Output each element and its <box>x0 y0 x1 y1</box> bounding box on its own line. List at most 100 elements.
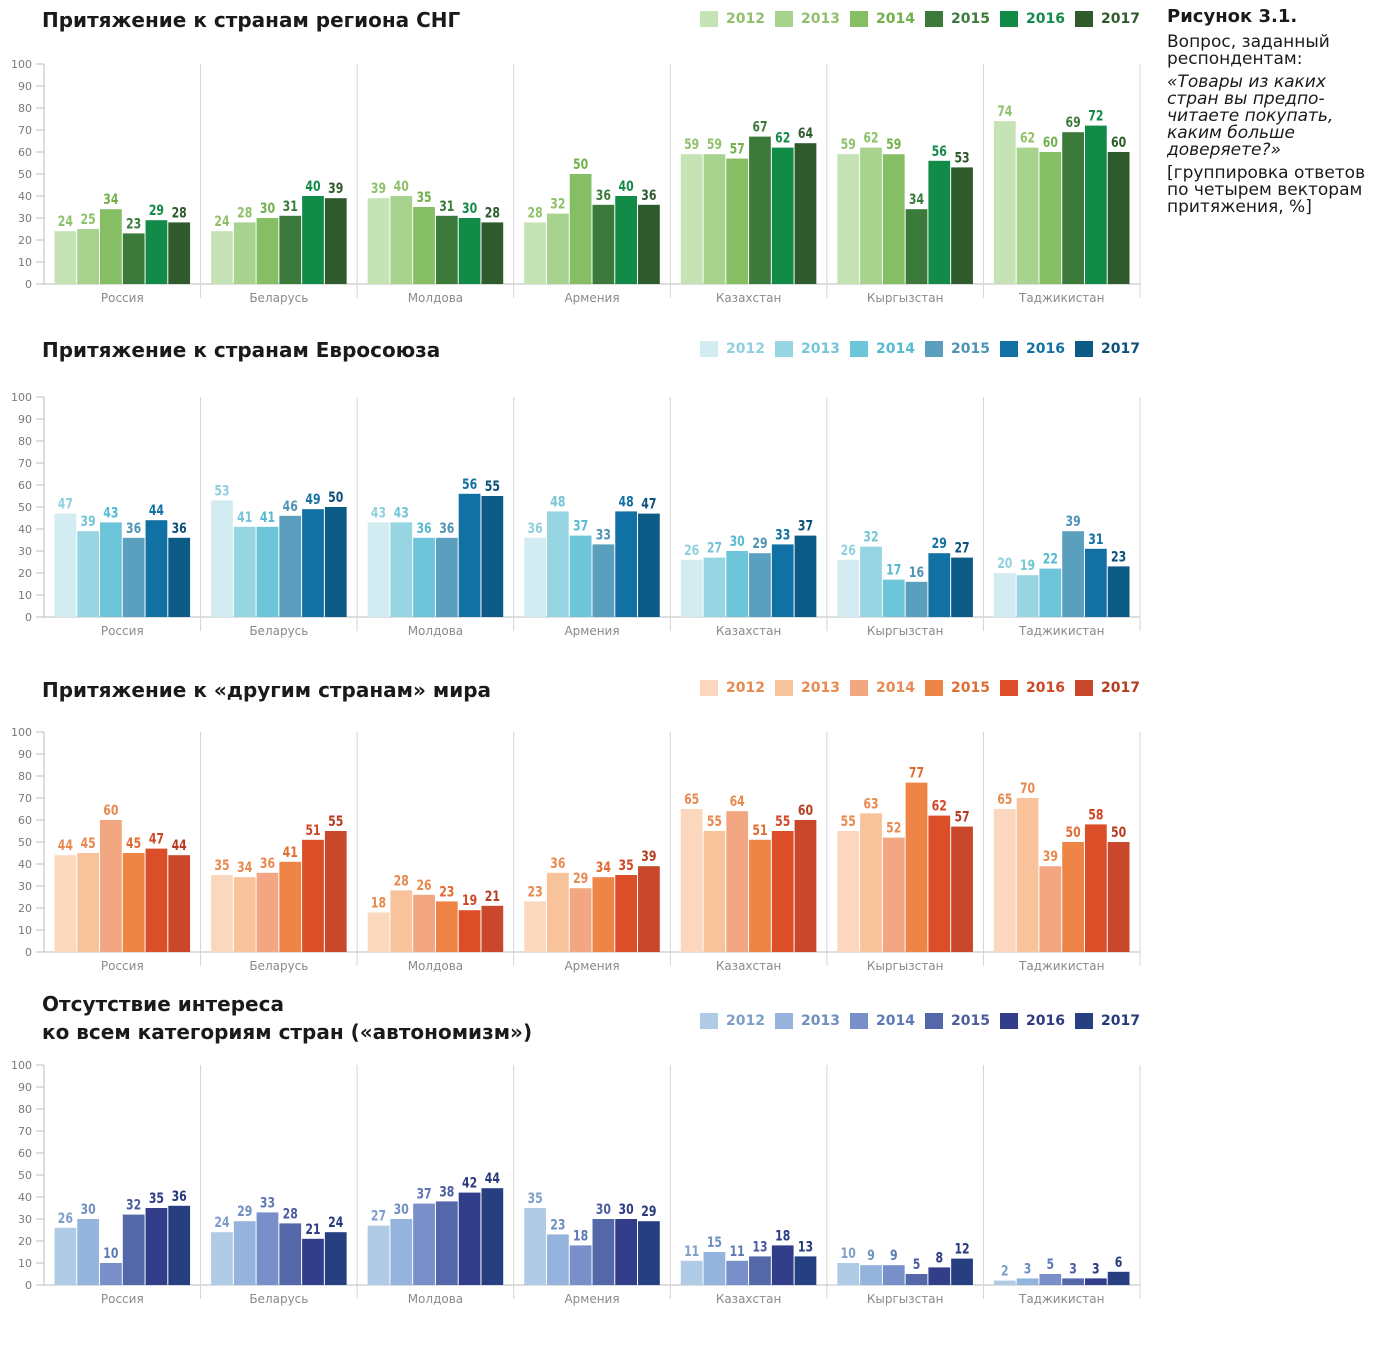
bar <box>100 820 122 952</box>
y-tick-label: 10 <box>18 256 32 269</box>
bar <box>638 1221 660 1285</box>
y-tick-label: 0 <box>25 611 32 624</box>
legend-swatch <box>1075 680 1093 696</box>
value-label: 44 <box>58 837 73 854</box>
value-label: 23 <box>126 215 141 232</box>
value-label: 37 <box>798 517 813 534</box>
bar <box>928 815 951 952</box>
legend-label: 2012 <box>726 11 765 27</box>
bar <box>1107 842 1130 952</box>
value-label: 55 <box>841 813 856 830</box>
legend-cis: 2012 2013 2014 2015 2016 2017 <box>700 10 1140 30</box>
bar <box>279 1223 302 1285</box>
value-label: 43 <box>394 504 409 521</box>
bar <box>122 1214 145 1285</box>
legend-label: 2015 <box>951 11 990 27</box>
legend-label: 2016 <box>1026 680 1065 696</box>
value-label: 33 <box>260 1194 275 1211</box>
bar <box>122 233 145 284</box>
value-label: 44 <box>485 1170 500 1187</box>
y-tick-label: 20 <box>18 902 32 915</box>
category-label: Армения <box>564 1292 619 1306</box>
y-tick-label: 50 <box>18 168 32 181</box>
y-tick-label: 50 <box>18 501 32 514</box>
value-label: 37 <box>416 1185 431 1202</box>
y-tick-label: 70 <box>18 457 32 470</box>
legend-swatch <box>775 680 793 696</box>
value-label: 41 <box>260 508 275 525</box>
bar <box>703 831 726 952</box>
bar <box>680 154 703 284</box>
y-tick-label: 0 <box>25 278 32 291</box>
category-label: Таджикистан <box>1018 291 1104 305</box>
bar <box>951 167 973 284</box>
value-label: 36 <box>596 186 611 203</box>
y-tick-label: 20 <box>18 1235 32 1248</box>
bar <box>324 831 347 952</box>
bar <box>413 207 435 284</box>
bar <box>1039 568 1062 617</box>
bar <box>279 861 302 952</box>
value-label: 62 <box>775 129 790 146</box>
value-label: 36 <box>172 519 187 536</box>
legend-label: 2017 <box>1101 1013 1140 1029</box>
legend-label: 2012 <box>726 341 765 357</box>
bar <box>592 204 615 284</box>
bar <box>145 520 168 617</box>
legend-swatch <box>1075 341 1093 357</box>
legend-swatch <box>700 11 718 27</box>
category-label: Беларусь <box>249 1292 308 1306</box>
value-label: 62 <box>1020 129 1035 146</box>
legend-swatch <box>1075 1013 1093 1029</box>
bar <box>749 553 771 617</box>
value-label: 55 <box>775 813 790 830</box>
value-label: 23 <box>1111 548 1126 565</box>
bar <box>168 222 191 284</box>
value-label: 74 <box>997 103 1012 120</box>
value-label: 29 <box>932 535 947 552</box>
bar <box>1016 147 1039 284</box>
y-tick-label: 100 <box>11 58 32 71</box>
bar <box>524 1208 546 1285</box>
bar <box>680 809 703 952</box>
bar <box>771 1245 794 1285</box>
bar <box>458 910 481 952</box>
bar <box>524 222 546 284</box>
value-label: 28 <box>527 204 542 221</box>
category-label: Армения <box>564 624 619 638</box>
bar <box>367 912 390 952</box>
value-label: 3 <box>1092 1260 1100 1277</box>
value-label: 36 <box>550 854 565 871</box>
value-label: 35 <box>416 189 431 206</box>
value-label: 70 <box>1020 780 1035 797</box>
value-label: 6 <box>1115 1253 1123 1270</box>
y-tick-label: 100 <box>11 726 32 739</box>
bar <box>324 1232 347 1285</box>
bar <box>302 196 324 284</box>
legend-label: 2014 <box>876 341 915 357</box>
value-label: 3 <box>1024 1260 1032 1277</box>
value-label: 30 <box>730 533 745 550</box>
value-label: 25 <box>81 211 96 228</box>
legend-other: 2012 2013 2014 2015 2016 2017 <box>700 679 1140 699</box>
legend-label: 2013 <box>801 680 840 696</box>
value-label: 41 <box>237 508 252 525</box>
legend-swatch <box>925 341 943 357</box>
bar <box>703 1252 726 1285</box>
value-label: 24 <box>328 1214 343 1231</box>
bar <box>256 872 279 952</box>
category-label: Кыргызстан <box>867 1292 944 1306</box>
bar <box>928 553 951 617</box>
bar <box>122 853 145 952</box>
category-label: Кыргызстан <box>867 959 944 973</box>
legend-swatch <box>925 1013 943 1029</box>
value-label: 23 <box>550 1216 565 1233</box>
figure-label: Рисунок 3.1. <box>1167 6 1298 27</box>
bar <box>390 196 413 284</box>
bar <box>882 154 905 284</box>
value-label: 57 <box>730 140 745 157</box>
value-label: 65 <box>997 791 1012 808</box>
bar <box>928 1267 951 1285</box>
grouping-note: [группировка ответов по четырем векторам… <box>1167 163 1366 217</box>
bar <box>435 1201 458 1285</box>
